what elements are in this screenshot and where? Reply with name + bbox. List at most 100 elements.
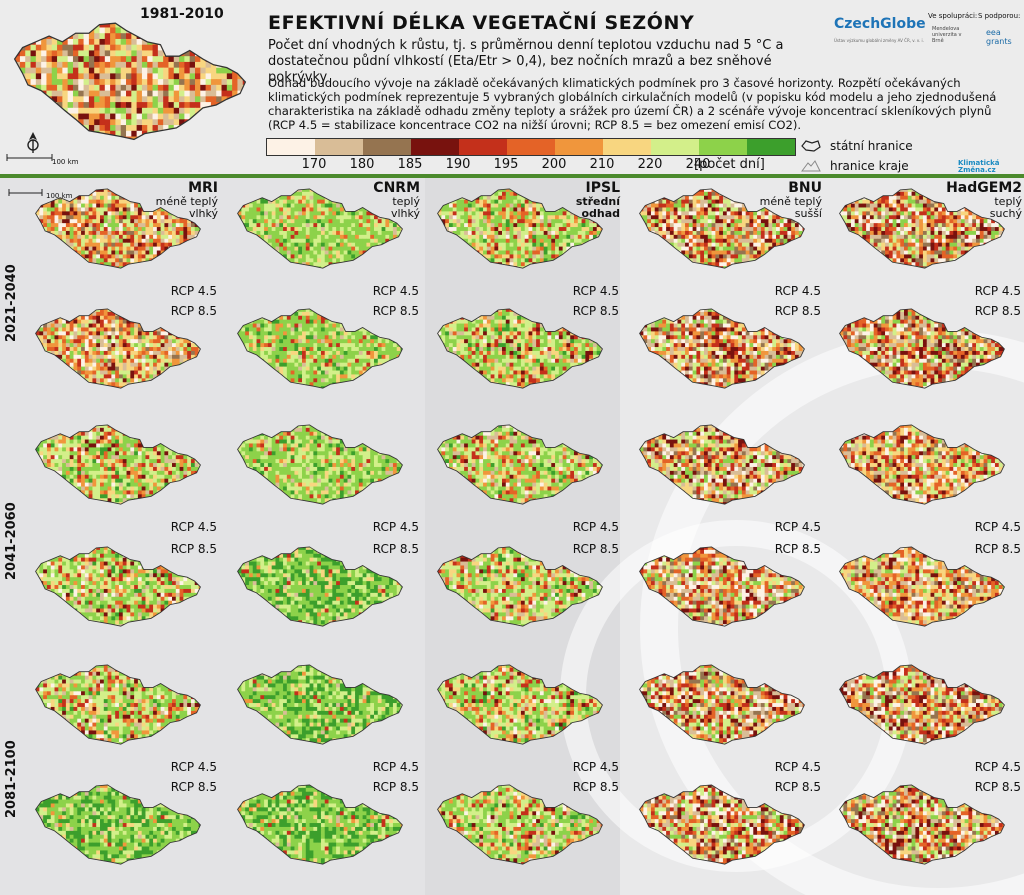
scenario-map-cell: RCP 4.5: [28, 184, 223, 298]
legend-tick-label: 200: [542, 157, 567, 172]
scenario-czech-map: [639, 664, 805, 745]
model-header-cnrm: CNRM teplý vlhký: [300, 180, 420, 220]
scenario-czech-map: [839, 784, 1005, 865]
rcp-label: RCP 8.5: [573, 304, 619, 318]
scenario-czech-map: [237, 546, 403, 627]
scenario-map-cell: RCP 4.5: [832, 184, 1024, 298]
scenario-czech-map: [237, 308, 403, 389]
scenario-czech-map: [35, 664, 201, 745]
model-code: CNRM: [300, 180, 420, 196]
scenario-map-cell: RCP 8.5: [28, 304, 223, 394]
legend-swatch: [411, 139, 459, 155]
model-char: vlhký: [300, 208, 420, 220]
legend-tick-label: 210: [590, 157, 615, 172]
subtitle: Počet dní vhodných k růstu, tj. s průměr…: [268, 38, 828, 86]
boundary-legend: státní hranice hranice kraje: [800, 136, 913, 176]
scenario-map-cell: RCP 8.5: [430, 542, 625, 632]
state-border-legend: státní hranice: [800, 136, 913, 156]
rcp-label: RCP 4.5: [573, 760, 619, 774]
legend-tick-label: 185: [398, 157, 423, 172]
scenario-czech-map: [35, 424, 201, 505]
rcp-label: RCP 4.5: [573, 284, 619, 298]
scenario-map-cell: RCP 8.5: [430, 304, 625, 394]
overview-scale-label: 100 km: [52, 158, 78, 166]
support-label: S podporou:: [978, 12, 1020, 20]
scenario-map-cell: RCP 8.5: [230, 304, 425, 394]
scenario-czech-map: [437, 424, 603, 505]
rcp-label: RCP 4.5: [775, 284, 821, 298]
rcp-label: RCP 4.5: [975, 760, 1021, 774]
scenario-map-cell: RCP 4.5: [28, 420, 223, 534]
scenario-map-cell: RCP 8.5: [28, 542, 223, 632]
rcp-label: RCP 4.5: [171, 760, 217, 774]
region-border-icon: [801, 160, 821, 172]
scenario-czech-map: [35, 784, 201, 865]
overview-map: [4, 16, 256, 148]
scenario-map-cell: RCP 4.5: [832, 420, 1024, 534]
scenario-czech-map: [437, 308, 603, 389]
scenario-czech-map: [839, 308, 1005, 389]
legend-swatch: [555, 139, 603, 155]
rcp-label: RCP 4.5: [975, 520, 1021, 534]
partner-label: Ve spolupráci:: [928, 12, 977, 20]
rcp-label: RCP 4.5: [373, 520, 419, 534]
legend-swatch: [651, 139, 699, 155]
scenario-czech-map: [237, 664, 403, 745]
scenario-czech-map: [35, 188, 201, 269]
scenario-map-cell: RCP 8.5: [632, 304, 827, 394]
rcp-label: RCP 8.5: [573, 542, 619, 556]
legend-unit: [počet dní]: [694, 157, 765, 172]
model-char: teplý: [300, 196, 420, 208]
description: Odhad budoucího vývoje na základě očekáv…: [268, 76, 1020, 132]
scenario-map-cell: RCP 4.5: [230, 184, 425, 298]
period-label: 2041-2060: [4, 502, 19, 580]
scenario-czech-map: [639, 784, 805, 865]
rcp-label: RCP 4.5: [171, 520, 217, 534]
scenario-map-cell: RCP 4.5: [230, 660, 425, 774]
period-label: 2081-2100: [4, 740, 19, 818]
overview-scale-bar: [6, 154, 53, 161]
mendelu-logo: Mendelova univerzita v Brně: [932, 26, 968, 44]
scenario-czech-map: [639, 188, 805, 269]
czechglobe-logo: CzechGlobe Ústav výzkumu globální změny …: [834, 12, 926, 44]
rcp-label: RCP 8.5: [975, 304, 1021, 318]
model-char: střední: [500, 196, 620, 208]
rcp-label: RCP 4.5: [775, 520, 821, 534]
rcp-label: RCP 8.5: [171, 304, 217, 318]
scenario-czech-map: [437, 664, 603, 745]
rcp-label: RCP 8.5: [775, 304, 821, 318]
rcp-label: RCP 8.5: [171, 780, 217, 794]
model-char: vlhký: [98, 208, 218, 220]
legend-swatch: [315, 139, 363, 155]
model-char: méně teplý: [98, 196, 218, 208]
scenario-czech-map: [437, 188, 603, 269]
rcp-label: RCP 4.5: [975, 284, 1021, 298]
model-code: MRI: [98, 180, 218, 196]
scenario-map-cell: RCP 4.5: [28, 660, 223, 774]
rcp-label: RCP 8.5: [373, 542, 419, 556]
rcp-label: RCP 8.5: [573, 780, 619, 794]
model-char: odhad: [500, 208, 620, 220]
model-header-mri: MRI méně teplý vlhký: [98, 180, 218, 220]
grid-scale-label: 100 km: [46, 192, 72, 200]
scenario-czech-map: [437, 546, 603, 627]
rcp-label: RCP 8.5: [373, 304, 419, 318]
scenario-czech-map: [839, 424, 1005, 505]
rcp-label: RCP 8.5: [775, 780, 821, 794]
legend-tick-label: 195: [494, 157, 519, 172]
scenario-map-cell: RCP 8.5: [832, 542, 1024, 632]
model-char: suchý: [902, 208, 1022, 220]
model-code: IPSL: [500, 180, 620, 196]
legend-swatch: [267, 139, 315, 155]
rcp-label: RCP 4.5: [373, 760, 419, 774]
scenario-map-cell: RCP 8.5: [632, 780, 827, 870]
model-header-hadgem2: HadGEM2 teplý suchý: [902, 180, 1022, 220]
rcp-label: RCP 4.5: [775, 760, 821, 774]
scenario-map-cell: RCP 4.5: [632, 660, 827, 774]
eea-grants-logo: eea grants: [986, 28, 1024, 46]
legend-tick-label: 170: [302, 157, 327, 172]
region-border-legend: hranice kraje: [800, 156, 913, 176]
model-code: HadGEM2: [902, 180, 1022, 196]
model-header-ipsl: IPSL střední odhad: [500, 180, 620, 220]
